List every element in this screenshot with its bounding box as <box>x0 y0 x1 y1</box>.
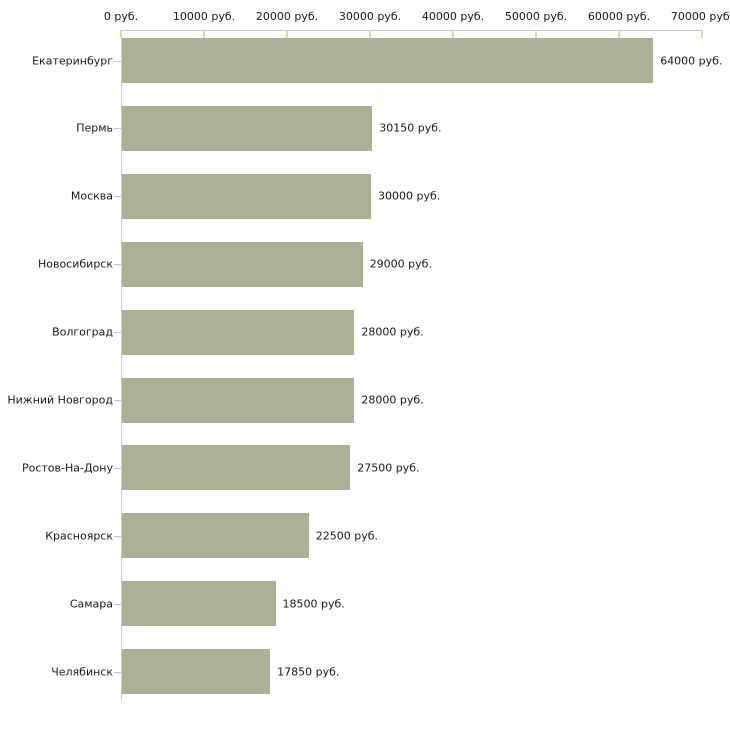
bar <box>122 445 351 491</box>
value-label: 27500 руб. <box>357 461 420 475</box>
x-tick-mark <box>203 30 205 38</box>
x-tick-label: 50000 руб. <box>504 10 568 23</box>
y-tick-mark <box>114 536 121 537</box>
x-tick-mark <box>535 30 537 38</box>
value-label: 30150 руб. <box>379 121 442 135</box>
y-tick-mark <box>114 604 121 605</box>
x-tick-label: 70000 руб. <box>670 10 730 23</box>
bar <box>122 173 371 219</box>
y-tick-mark <box>114 400 121 401</box>
value-label: 18500 руб. <box>282 597 345 611</box>
x-tick-mark <box>369 30 371 38</box>
bar <box>122 377 355 423</box>
bar <box>122 581 276 627</box>
value-label: 64000 руб. <box>660 54 723 67</box>
y-axis-line <box>121 30 122 700</box>
y-tick-mark <box>114 468 121 469</box>
bar <box>122 513 309 559</box>
bar <box>122 38 654 83</box>
category-label: Нижний Новгород <box>7 393 113 407</box>
value-label: 28000 руб. <box>361 325 424 339</box>
x-tick-mark <box>701 30 703 38</box>
category-label: Ростов-На-Дону <box>21 461 113 475</box>
x-tick-label: 10000 руб. <box>172 10 236 23</box>
x-tick-label: 40000 руб. <box>421 10 485 23</box>
category-label: Волгоград <box>52 325 113 339</box>
category-label: Пермь <box>76 121 113 135</box>
y-tick-mark <box>114 128 121 129</box>
y-tick-mark <box>114 332 121 333</box>
x-tick-label: 0 руб. <box>103 10 139 23</box>
x-tick-label: 20000 руб. <box>255 10 319 23</box>
value-label: 30000 руб. <box>378 189 441 203</box>
value-label: 28000 руб. <box>361 393 424 407</box>
x-tick-label: 30000 руб. <box>338 10 402 23</box>
y-tick-mark <box>114 196 121 197</box>
y-tick-mark <box>114 672 121 673</box>
category-label: Новосибирск <box>37 257 113 271</box>
x-tick-mark <box>286 30 288 38</box>
bar <box>122 649 271 695</box>
category-label: Красноярск <box>45 529 113 543</box>
category-label: Екатеринбург <box>32 54 113 67</box>
x-tick-mark <box>120 30 122 38</box>
value-label: 29000 руб. <box>369 257 432 271</box>
y-tick-mark <box>114 264 121 265</box>
bar <box>122 241 363 287</box>
bar <box>122 309 355 355</box>
bar <box>122 105 373 151</box>
value-label: 22500 руб. <box>315 529 379 543</box>
x-tick-label: 60000 руб. <box>587 10 651 23</box>
y-tick-mark <box>114 61 121 62</box>
category-label: Самара <box>69 597 113 611</box>
x-axis-line <box>121 30 703 31</box>
value-label: 17850 руб. <box>277 665 340 679</box>
x-tick-mark <box>452 30 454 38</box>
x-tick-mark <box>618 30 620 38</box>
category-label: Челябинск <box>51 665 113 679</box>
category-label: Москва <box>70 189 113 203</box>
